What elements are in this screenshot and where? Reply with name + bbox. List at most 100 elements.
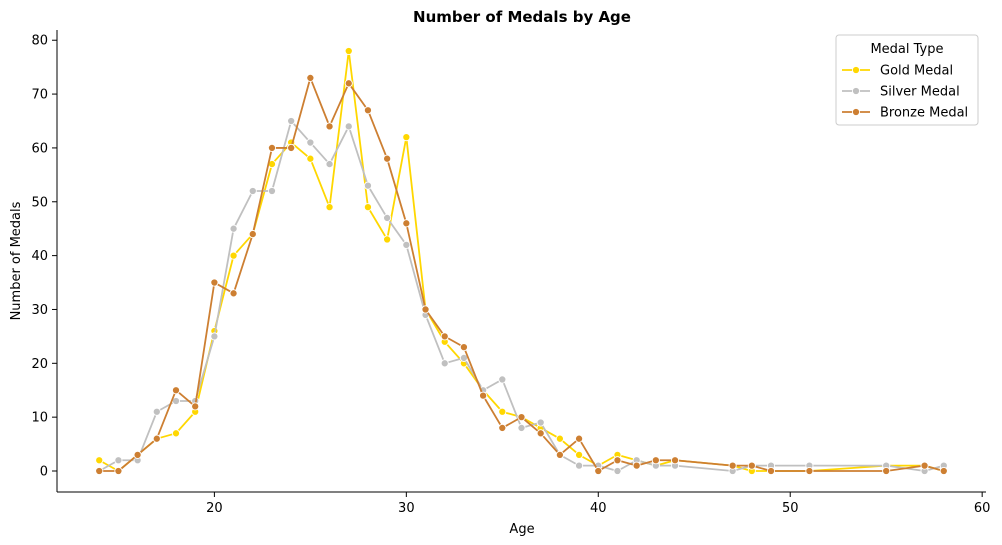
legend-label: Silver Medal [880, 85, 960, 100]
chart-title: Number of Medals by Age [413, 8, 631, 26]
data-point-gold-medal [402, 133, 411, 142]
data-point-bronze-medal [133, 450, 142, 459]
data-point-bronze-medal [555, 450, 564, 459]
data-point-bronze-medal [459, 343, 468, 352]
y-tick-label: 80 [31, 34, 48, 49]
x-tick-label: 40 [590, 501, 607, 516]
data-point-bronze-medal [613, 456, 622, 465]
y-tick-label: 0 [40, 465, 48, 480]
y-tick-label: 40 [31, 249, 48, 264]
data-point-gold-medal [575, 450, 584, 459]
legend-item-bronze-medal: Bronze Medal [842, 106, 968, 121]
data-point-bronze-medal [287, 143, 296, 152]
y-axis-label: Number of Medals [9, 201, 24, 320]
data-point-bronze-medal [536, 429, 545, 438]
data-point-bronze-medal [498, 423, 507, 432]
data-point-gold-medal [363, 203, 372, 212]
data-point-bronze-medal [95, 466, 104, 476]
data-point-silver-medal [267, 186, 277, 196]
x-tick-label: 50 [782, 501, 799, 516]
data-point-silver-medal [402, 240, 411, 249]
data-point-silver-medal [344, 122, 353, 131]
data-point-gold-medal [171, 429, 181, 438]
data-point-gold-medal [229, 251, 238, 260]
data-point-silver-medal [229, 224, 238, 233]
y-tick-label: 70 [31, 88, 48, 103]
data-point-bronze-medal [114, 466, 123, 476]
data-point-bronze-medal [805, 466, 814, 476]
legend-item-silver-medal: Silver Medal [842, 85, 960, 100]
data-point-bronze-medal [939, 466, 948, 476]
data-point-bronze-medal [575, 434, 584, 443]
y-tick-label: 30 [31, 303, 48, 318]
data-point-bronze-medal [728, 461, 737, 470]
data-point-bronze-medal [210, 278, 219, 287]
data-point-bronze-medal [594, 466, 603, 476]
data-point-gold-medal [344, 46, 353, 56]
data-point-bronze-medal [325, 122, 334, 131]
data-point-silver-medal [517, 423, 526, 432]
y-tick-label: 60 [31, 141, 48, 156]
data-point-silver-medal [498, 375, 507, 384]
y-tick-label: 10 [31, 411, 48, 426]
data-point-silver-medal [325, 160, 334, 169]
series-gold-medal [95, 46, 948, 476]
data-point-silver-medal [363, 181, 372, 190]
legend-title: Medal Type [870, 42, 943, 57]
data-point-bronze-medal [766, 466, 776, 476]
data-point-bronze-medal [344, 79, 353, 88]
data-point-bronze-medal [747, 461, 756, 470]
legend-label: Bronze Medal [880, 106, 968, 121]
legend-swatch-marker [851, 107, 861, 117]
x-tick-label: 30 [398, 501, 415, 516]
data-point-bronze-medal [440, 332, 449, 341]
legend-swatch-marker [851, 86, 861, 96]
data-point-silver-medal [248, 186, 257, 196]
data-point-silver-medal [114, 456, 123, 465]
data-point-bronze-medal [267, 143, 277, 152]
x-axis-label: Age [509, 522, 534, 537]
data-point-bronze-medal [191, 402, 200, 411]
series-line-silver-medal [98, 120, 945, 472]
data-point-bronze-medal [479, 391, 488, 400]
axes: 20 30 40 50 60 0 10 20 30 40 50 60 70 80 [31, 30, 990, 516]
data-point-bronze-medal [651, 456, 660, 465]
data-point-gold-medal [325, 203, 334, 212]
y-tick-label: 20 [31, 357, 48, 372]
data-point-bronze-medal [229, 289, 238, 298]
series-layer [95, 46, 948, 476]
legend-label: Gold Medal [880, 64, 953, 79]
data-point-silver-medal [306, 138, 315, 147]
data-point-silver-medal [613, 466, 622, 476]
legend-item-gold-medal: Gold Medal [842, 64, 953, 79]
legend: Medal Type Gold Medal Silver Medal Bronze … [835, 34, 979, 126]
data-point-bronze-medal [882, 466, 891, 476]
data-point-silver-medal [152, 407, 161, 416]
data-point-gold-medal [383, 235, 392, 244]
data-point-bronze-medal [402, 219, 411, 228]
data-point-gold-medal [498, 407, 507, 416]
data-point-gold-medal [95, 456, 104, 465]
data-point-bronze-medal [920, 461, 929, 470]
data-point-bronze-medal [152, 434, 161, 443]
data-point-bronze-medal [383, 154, 392, 163]
series-bronze-medal [95, 73, 948, 476]
data-point-bronze-medal [306, 73, 315, 82]
legend-swatch-marker [851, 65, 861, 75]
data-point-bronze-medal [248, 230, 257, 239]
data-point-bronze-medal [421, 305, 430, 314]
data-point-silver-medal [536, 418, 545, 427]
data-point-silver-medal [287, 116, 296, 126]
series-line-gold-medal [98, 50, 945, 472]
data-point-bronze-medal [671, 456, 680, 465]
legend-frame [835, 34, 979, 126]
x-tick-label: 60 [974, 501, 991, 516]
data-point-gold-medal [555, 434, 564, 443]
data-point-bronze-medal [632, 461, 641, 470]
data-point-bronze-medal [363, 106, 372, 115]
data-point-silver-medal [383, 213, 392, 222]
x-tick-label: 20 [206, 501, 223, 516]
data-point-bronze-medal [171, 386, 181, 395]
data-point-silver-medal [440, 359, 449, 368]
